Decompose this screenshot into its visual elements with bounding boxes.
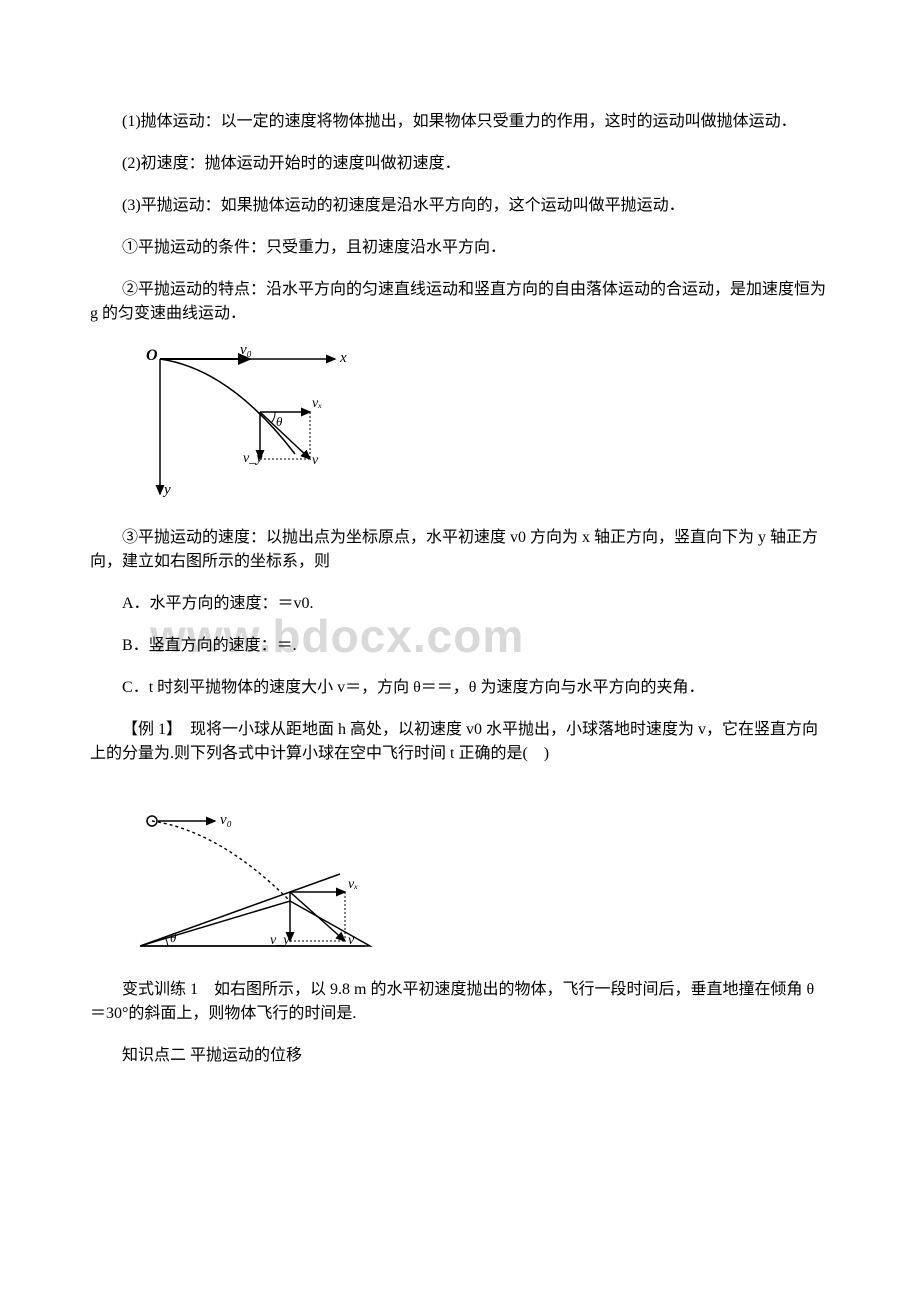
label-v0: v₀ <box>240 344 252 358</box>
document-body: (1)抛体运动：以一定的速度将物体抛出，如果物体只受重力的作用，这时的运动叫做抛… <box>90 110 830 1068</box>
paragraph: C．t 时刻平抛物体的速度大小 v＝，方向 θ＝＝，θ 为速度方向与水平方向的夹… <box>90 676 830 700</box>
label-theta: θ <box>276 414 283 429</box>
label-vx-2: vₓ <box>348 877 358 892</box>
label-y: y <box>162 482 171 498</box>
label-theta-2: θ <box>170 930 177 945</box>
paragraph: A．水平方向的速度：＝v0. <box>90 592 830 616</box>
paragraph: ②平抛运动的特点：沿水平方向的匀速直线运动和竖直方向的自由落体运动的合运动，是加… <box>90 278 830 326</box>
label-x: x <box>339 350 347 366</box>
paragraph: 变式训练 1 如右图所示，以 9.8 m 的水平初速度抛出的物体，飞行一段时间后… <box>90 978 830 1026</box>
paragraph: (3)平抛运动：如果抛体运动的初速度是沿水平方向的，这个运动叫做平抛运动． <box>90 194 830 218</box>
figure-projectile-axes: O v₀ x vₓ v_y v θ y <box>140 344 830 512</box>
paragraph: ①平抛运动的条件：只受重力，且初速度沿水平方向． <box>90 236 830 260</box>
label-vy-2: v_y <box>270 933 290 948</box>
label-v-2: v <box>348 933 355 948</box>
figure-incline: v₀ θ vₓ v_y v <box>140 806 830 964</box>
paragraph: (1)抛体运动：以一定的速度将物体抛出，如果物体只受重力的作用，这时的运动叫做抛… <box>90 110 830 134</box>
label-v: v <box>312 453 319 468</box>
paragraph: 【例 1】 现将一小球从距地面 h 高处，以初速度 v0 水平抛出，小球落地时速… <box>90 718 830 766</box>
label-vx: vₓ <box>312 396 322 411</box>
paragraph: ③平抛运动的速度：以抛出点为坐标原点，水平初速度 v0 方向为 x 轴正方向，竖… <box>90 526 830 574</box>
paragraph: (2)初速度：抛体运动开始时的速度叫做初速度． <box>90 152 830 176</box>
paragraph: B．竖直方向的速度：＝. <box>90 634 830 658</box>
paragraph: 知识点二 平抛运动的位移 <box>90 1044 830 1068</box>
label-O: O <box>146 347 158 364</box>
label-v0-2: v₀ <box>220 812 232 828</box>
